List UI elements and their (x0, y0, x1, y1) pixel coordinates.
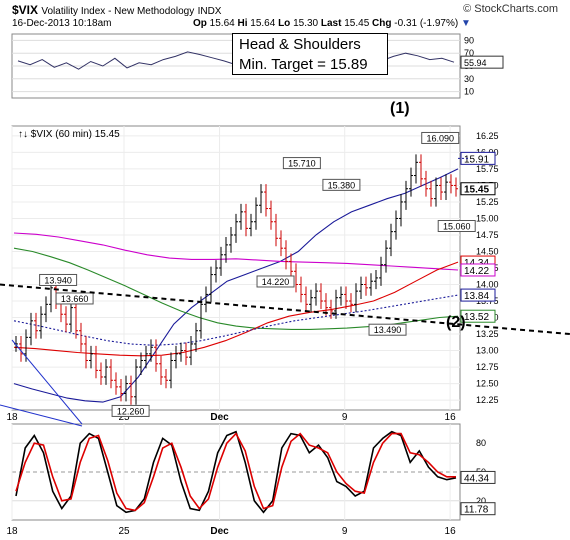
price-point-label-box (282, 157, 321, 170)
price-right-label-box (460, 288, 496, 302)
price-point-label: 15.380 (328, 180, 356, 190)
timestamp: 16-Dec-2013 10:18am (12, 18, 112, 29)
stoch-right-label-box (460, 470, 496, 484)
price-y-tick: 15.00 (476, 213, 499, 223)
price-right-label: 13.84 (464, 291, 489, 302)
price-point-label-box (437, 220, 476, 233)
price-point-label-box (421, 131, 460, 144)
price-point-label: 13.660 (61, 294, 89, 304)
stoch-x-tick: Dec (210, 526, 229, 537)
price-right-label-box (460, 309, 496, 323)
price-panel: 16.2516.0015.7515.5015.2515.0014.7514.50… (6, 131, 498, 423)
stoch-right-label: 11.78 (464, 505, 489, 516)
chart-header: $VIX Volatility Index - New Methodology … (0, 0, 570, 34)
brand-watermark: © StockCharts.com (463, 3, 558, 15)
price-x-tick: Dec (210, 412, 229, 423)
pattern-annotation: Head & Shoulders Min. Target = 15.89 (232, 33, 388, 75)
chg-label: Chg (372, 18, 392, 29)
price-y-tick: 14.75 (476, 230, 499, 240)
price-point-label: 13.940 (44, 275, 72, 285)
stoch_d-line (15, 432, 456, 512)
upper-last-value-box (460, 55, 504, 69)
stoch-y-tick: 80 (476, 438, 486, 448)
price-y-tick: 12.50 (476, 379, 499, 389)
low-label: Lo (278, 18, 291, 29)
open-label: Op (193, 18, 207, 29)
stoch-x-tick: 9 (342, 526, 348, 537)
price-y-tick: 13.00 (476, 346, 499, 356)
price-point-label-box (55, 292, 94, 305)
price-y-tick: 15.75 (476, 164, 499, 174)
price-y-tick: 14.00 (476, 280, 499, 290)
last-label: Last (320, 18, 342, 29)
price-x-tick: 9 (342, 412, 348, 423)
chg-value: -0.31 (-1.97%) (394, 18, 459, 29)
price-x-tick: 18 (6, 412, 18, 423)
ma_blue-line (13, 168, 459, 403)
price-y-tick: 15.25 (476, 197, 499, 207)
symbol: $VIX (12, 3, 39, 17)
price-y-tick: 16.25 (476, 131, 499, 141)
upper-y-tick: 90 (464, 35, 474, 45)
price-point-label: 15.710 (288, 159, 316, 169)
stoch-x-tick: 18 (6, 526, 18, 537)
symbol-name: Volatility Index - New Methodology (41, 6, 195, 17)
trendline-blue-2 (0, 404, 83, 427)
dropdown-arrow-icon[interactable]: ▼ (460, 18, 471, 29)
price-point-label-box (322, 178, 361, 191)
price-right-label-box (460, 151, 496, 165)
ma_dotted-line (13, 294, 459, 346)
upper-y-tick: 10 (464, 87, 474, 97)
price-panel-title: ↑↓ $VIX (60 min) 15.45 (18, 129, 120, 140)
open-value: 15.64 (209, 18, 235, 29)
ohlc-line: Op 15.64 Hi 15.64 Lo 15.30 Last 15.45 Ch… (193, 18, 471, 29)
price-right-label: 15.45 (464, 185, 489, 196)
price-right-label-box (460, 263, 496, 277)
pattern-line-1: Head & Shoulders (239, 36, 361, 53)
price-right-label-box (460, 182, 496, 196)
high-label: Hi (237, 18, 248, 29)
price-y-tick: 14.50 (476, 246, 499, 256)
price-x-tick: 25 (118, 412, 130, 423)
stoch-right-label-box (460, 502, 496, 516)
ma_magenta-line (13, 232, 459, 271)
price-point-label-box (368, 323, 407, 336)
upper-y-tick: 70 (464, 48, 474, 58)
stoch_k-line (15, 430, 457, 514)
exchange: INDX (197, 6, 222, 17)
stoch-x-tick: 25 (118, 526, 130, 537)
price-point-label-box (39, 273, 78, 286)
wave-label-1: (1) (390, 100, 410, 117)
price-point-label-box (256, 275, 295, 288)
trendline-blue (11, 339, 83, 425)
price-y-tick: 12.75 (476, 362, 499, 372)
price-point-label: 14.220 (262, 277, 290, 287)
price-point-label-box (111, 404, 150, 417)
price-point-label: 12.260 (117, 406, 145, 416)
wave-label-2: (2) (446, 314, 466, 331)
price-point-label: 16.090 (426, 133, 454, 143)
stoch-x-tick: 16 (445, 526, 457, 537)
price-y-tick: 13.25 (476, 329, 499, 339)
stoch-right-label: 44.34 (464, 473, 489, 484)
pattern-line-2: Min. Target = 15.89 (239, 56, 368, 73)
stoch-y-tick: 20 (476, 496, 486, 506)
low-value: 15.30 (293, 18, 319, 29)
last-value: 15.45 (344, 18, 370, 29)
price-point-label: 15.060 (443, 222, 471, 232)
price-right-label: 15.91 (464, 154, 489, 165)
decorations (0, 157, 570, 427)
price-y-tick: 12.25 (476, 395, 499, 405)
upper-last-value: 55.94 (464, 58, 487, 68)
price-right-label: 14.22 (464, 266, 489, 277)
price-right-label: 13.52 (464, 312, 489, 323)
high-value: 15.64 (250, 18, 276, 29)
price-x-tick: 16 (445, 412, 457, 423)
ma_red-line (13, 261, 459, 357)
upper-y-tick: 30 (464, 74, 474, 84)
symbol-line: $VIX Volatility Index - New Methodology … (12, 3, 221, 17)
price-point-label: 13.490 (374, 325, 402, 335)
